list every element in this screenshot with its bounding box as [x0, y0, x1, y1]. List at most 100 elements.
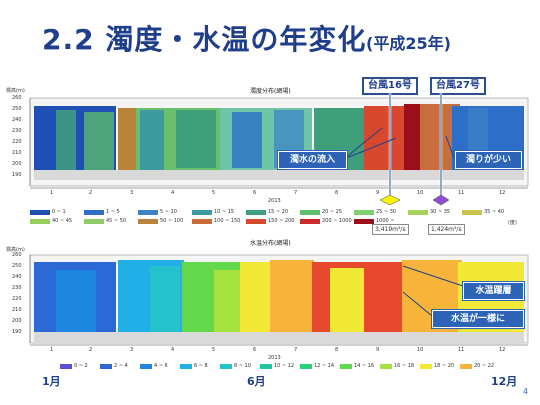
turbidity-year: 2013	[268, 198, 281, 204]
legend-label: 20 ~ 22	[474, 363, 495, 369]
legend-label: 16 ~ 18	[394, 363, 415, 369]
legend-label: 150 ~ 200	[268, 218, 295, 224]
turbidity-y-tick: 200	[12, 161, 22, 167]
temperature-month: 9	[376, 347, 380, 353]
turbidity-plot-title: 濁度分布(網場)	[250, 88, 291, 95]
turbidity-month: 7	[294, 190, 298, 196]
turbidity-y-tick: 250	[12, 106, 22, 112]
turbidity-y-tick: 240	[12, 117, 22, 123]
legend-label: 200 ~ 1000	[322, 218, 352, 224]
temperature-heatmap	[29, 254, 529, 344]
temperature-month: 2	[89, 347, 93, 353]
legend-swatch	[340, 364, 352, 369]
turbidity-legend: 0 ~ 1 1 ~ 5 5 ~ 10 10 ~ 15 15 ~ 20 20 ~ …	[30, 209, 530, 228]
temperature-y-tick: 220	[12, 296, 22, 302]
legend-swatch	[300, 210, 320, 215]
legend-label: 8 ~ 10	[234, 363, 251, 369]
legend-label: 10 ~ 12	[274, 363, 295, 369]
page-number: 4	[523, 387, 529, 396]
legend-label: 100 ~ 150	[214, 218, 241, 224]
turbidity-unit: (度)	[508, 220, 517, 226]
turbidity-y-tick: 230	[12, 128, 22, 134]
legend-swatch	[30, 219, 50, 224]
legend-label: 0 ~ 2	[74, 363, 88, 369]
temperature-month: 8	[335, 347, 339, 353]
turbidity-month: 12	[499, 190, 506, 196]
legend-label: 4 ~ 6	[154, 363, 168, 369]
legend-label: 2 ~ 4	[114, 363, 128, 369]
temperature-y-tick: 190	[12, 329, 22, 335]
legend-label: 6 ~ 8	[194, 363, 208, 369]
temperature-month: 3	[130, 347, 134, 353]
temperature-legend: 0 ~ 2 2 ~ 4 4 ~ 6 6 ~ 8 8 ~ 10 10 ~ 12 1…	[60, 363, 530, 374]
temperature-month: 6	[253, 347, 257, 353]
callout-uniform-temperature: 水温が一様に	[432, 310, 524, 328]
legend-label: 45 ~ 50	[106, 218, 127, 224]
legend-swatch	[138, 219, 158, 224]
legend-swatch	[220, 364, 232, 369]
legend-swatch	[192, 210, 212, 215]
legend-swatch	[460, 364, 472, 369]
legend-swatch	[192, 219, 212, 224]
turbidity-month: 11	[458, 190, 465, 196]
callout-low-turbidity: 濁りが少い	[455, 151, 522, 169]
legend-swatch	[84, 219, 104, 224]
legend-swatch	[300, 219, 320, 224]
callout-muddy-inflow: 濁水の流入	[278, 151, 347, 169]
legend-swatch	[246, 219, 266, 224]
turbidity-y-label: 標高(m)	[6, 88, 25, 94]
legend-label: 12 ~ 14	[314, 363, 335, 369]
turbidity-month: 5	[212, 190, 216, 196]
timeline-june: 6月	[247, 375, 266, 388]
temperature-month: 4	[171, 347, 175, 353]
timeline-december: 12月	[491, 375, 518, 388]
legend-label: 10 ~ 15	[214, 209, 235, 215]
legend-swatch	[140, 364, 152, 369]
turbidity-month: 8	[335, 190, 339, 196]
legend-swatch	[408, 210, 428, 215]
temperature-year: 2013	[268, 355, 281, 361]
flow-label-1: 3,419m³/s	[372, 224, 409, 235]
legend-label: 50 ~ 100	[160, 218, 184, 224]
callout-stratification: 水温躍層	[463, 282, 524, 300]
legend-swatch	[354, 219, 374, 224]
turbidity-month: 4	[171, 190, 175, 196]
temperature-y-tick: 250	[12, 263, 22, 269]
turbidity-month: 2	[89, 190, 93, 196]
temperature-plot-title: 水温分布(網場)	[250, 240, 291, 247]
slide-title: 2.2 濁度・水温の年変化	[42, 23, 367, 56]
temperature-month: 7	[294, 347, 298, 353]
flow-label-2: 1,424m³/s	[428, 224, 465, 235]
legend-label: 14 ~ 16	[354, 363, 375, 369]
legend-swatch	[100, 364, 112, 369]
legend-label: 20 ~ 25	[322, 209, 343, 215]
legend-swatch	[462, 210, 482, 215]
legend-label: 15 ~ 20	[268, 209, 289, 215]
legend-label: 0 ~ 1	[52, 209, 66, 215]
turbidity-heatmap	[29, 97, 529, 187]
temperature-month: 11	[458, 347, 465, 353]
legend-swatch	[246, 210, 266, 215]
temperature-y-tick: 210	[12, 307, 22, 313]
typhoon-27-tag: 台風27号	[430, 77, 486, 95]
legend-label: 25 ~ 30	[376, 209, 397, 215]
legend-label: 35 ~ 40	[484, 209, 505, 215]
legend-swatch	[420, 364, 432, 369]
temperature-y-tick: 230	[12, 285, 22, 291]
temperature-y-tick: 240	[12, 274, 22, 280]
legend-swatch	[260, 364, 272, 369]
legend-label: 1 ~ 5	[106, 209, 120, 215]
temperature-month: 1	[50, 347, 54, 353]
temperature-month: 12	[499, 347, 506, 353]
turbidity-y-tick: 190	[12, 172, 22, 178]
legend-swatch	[380, 364, 392, 369]
legend-swatch	[354, 210, 374, 215]
turbidity-month: 6	[253, 190, 257, 196]
temperature-y-tick: 260	[12, 252, 22, 258]
temperature-month: 10	[417, 347, 424, 353]
turbidity-month: 10	[417, 190, 424, 196]
turbidity-month: 9	[376, 190, 380, 196]
